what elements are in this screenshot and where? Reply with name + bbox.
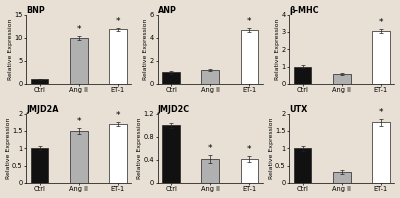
Y-axis label: Relative Expression: Relative Expression xyxy=(6,118,10,179)
Bar xyxy=(294,67,312,84)
Text: *: * xyxy=(247,145,252,154)
Bar xyxy=(333,74,350,84)
Text: JMJD2C: JMJD2C xyxy=(158,105,190,114)
Text: *: * xyxy=(116,16,120,26)
Bar xyxy=(202,70,219,84)
Bar xyxy=(31,148,48,183)
Text: UTX: UTX xyxy=(289,105,307,114)
Y-axis label: Relative Expression: Relative Expression xyxy=(8,19,13,80)
Bar xyxy=(31,79,48,84)
Bar xyxy=(109,30,127,84)
Text: β-MHC: β-MHC xyxy=(289,6,319,15)
Y-axis label: Relative Expression: Relative Expression xyxy=(137,118,142,179)
Bar xyxy=(294,148,312,183)
Text: *: * xyxy=(76,117,81,126)
Bar xyxy=(162,72,180,84)
Bar xyxy=(372,31,390,84)
Text: *: * xyxy=(378,18,383,27)
Text: *: * xyxy=(208,144,212,153)
Text: *: * xyxy=(76,25,81,34)
Text: BNP: BNP xyxy=(26,6,45,15)
Bar xyxy=(162,125,180,183)
Text: *: * xyxy=(378,108,383,117)
Bar xyxy=(202,159,219,183)
Y-axis label: Relative Expression: Relative Expression xyxy=(144,19,148,80)
Text: *: * xyxy=(247,16,252,26)
Bar xyxy=(240,159,258,183)
Text: ANP: ANP xyxy=(158,6,176,15)
Bar xyxy=(70,38,88,84)
Text: *: * xyxy=(116,110,120,120)
Y-axis label: Relative Expression: Relative Expression xyxy=(268,118,274,179)
Bar xyxy=(109,124,127,183)
Y-axis label: Relative Expression: Relative Expression xyxy=(275,19,280,80)
Bar xyxy=(333,172,350,183)
Bar xyxy=(372,122,390,183)
Text: JMJD2A: JMJD2A xyxy=(26,105,58,114)
Bar xyxy=(70,131,88,183)
Bar xyxy=(240,30,258,84)
